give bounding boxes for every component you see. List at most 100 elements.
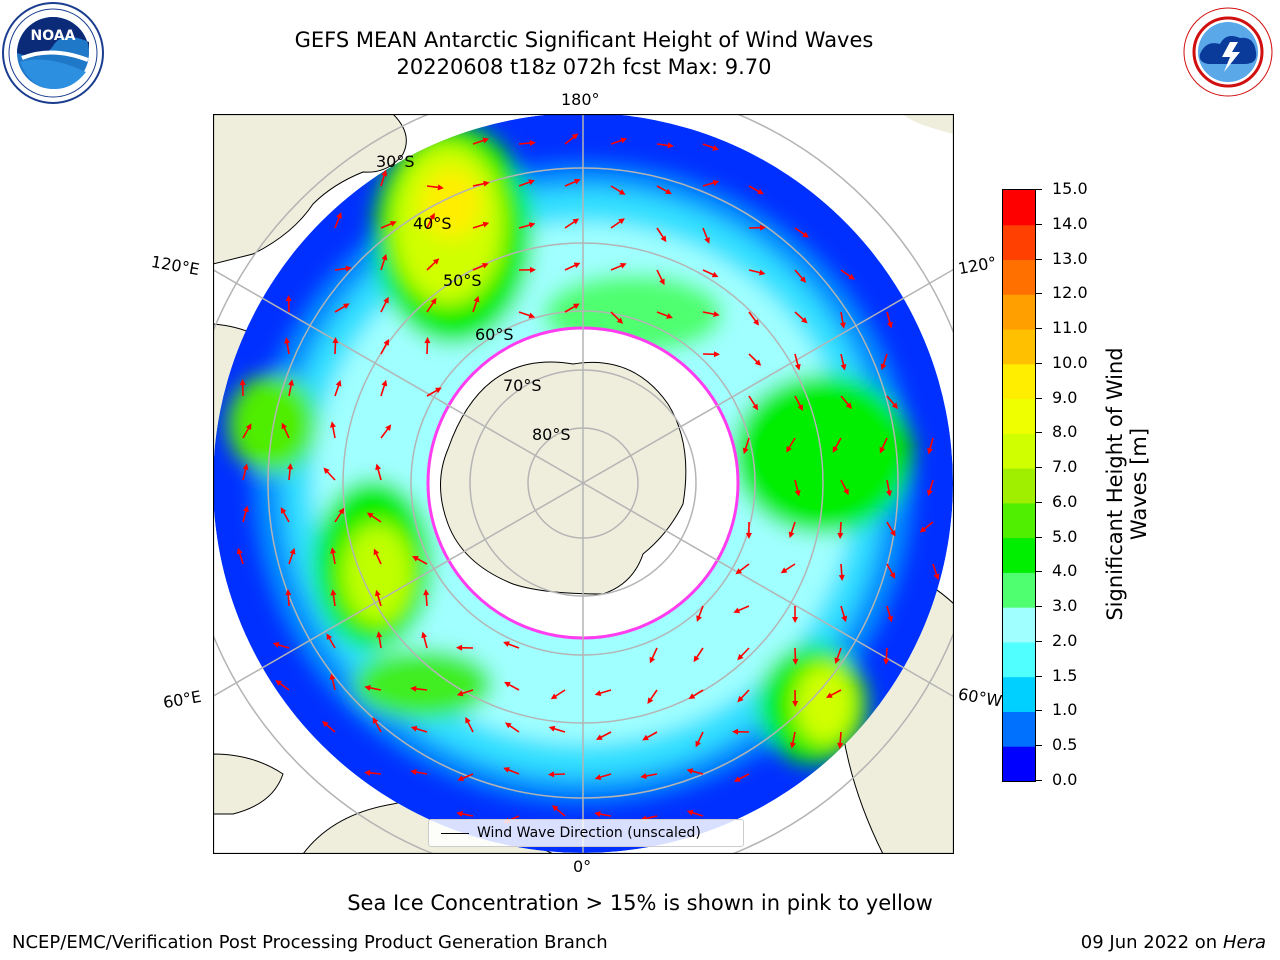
footer-date-text: 09 Jun 2022 on: [1080, 932, 1218, 953]
wind-arrow-head: [323, 467, 330, 474]
wind-arrow-head: [432, 258, 440, 265]
noaa-logo-text: NOAA: [30, 28, 76, 44]
wind-arrow-head: [550, 693, 558, 700]
wind-arrow-head: [733, 607, 741, 614]
footer-host: Hera: [1222, 932, 1266, 953]
wind-arrow-head: [619, 262, 627, 269]
footer-date: 09 Jun 2022 on Hera: [1081, 932, 1266, 953]
wind-arrow-head: [285, 589, 292, 596]
colorbar-segment: [1003, 329, 1035, 365]
wind-arrow-head: [686, 768, 694, 775]
wind-arrow-head: [794, 363, 801, 371]
wind-arrow-head: [834, 657, 841, 665]
wind-arrow-head: [280, 507, 287, 514]
wind-arrow-head: [272, 641, 280, 648]
colorbar-tick-mark: [1036, 293, 1042, 295]
wind-arrow-head: [336, 212, 342, 219]
wind-arrow-head: [889, 529, 896, 537]
wind-arrow-head: [330, 589, 337, 596]
wind-arrow-head: [594, 774, 602, 781]
wind-arrow-head: [832, 446, 839, 453]
colorbar-tick-label: 15.0: [1052, 179, 1088, 198]
wind-arrow-head: [504, 722, 512, 729]
wind-arrow-head: [429, 212, 435, 220]
wind-arrow-head: [571, 133, 579, 140]
wind-arrow-head: [889, 572, 896, 579]
wind-arrow-head: [704, 237, 710, 244]
wind-arrow-head: [752, 403, 759, 411]
wind-arrow-head: [424, 337, 431, 344]
colorbar-segment: [1003, 433, 1035, 469]
wind-arrow-head: [457, 775, 464, 781]
wind-arrow-head: [618, 218, 625, 225]
map-subtitle: 20220608 t18z 072h fcst Max: 9.70: [396, 55, 772, 79]
wind-arrow-head: [410, 685, 417, 692]
colorbar-segment: [1003, 502, 1035, 539]
wind-arrow-head: [482, 137, 490, 144]
wind-arrow-head: [759, 224, 766, 231]
colorbar-tick-mark: [1036, 675, 1042, 677]
wind-arrow-head: [642, 734, 649, 741]
colorbar-tick-label: 9.0: [1052, 387, 1078, 407]
wind-arrow-head: [848, 273, 855, 280]
colorbar-tick-label: 5.0: [1052, 526, 1078, 546]
colorbar-segment: [1003, 641, 1035, 678]
wind-arrow-head: [754, 359, 762, 366]
wind-arrow-head: [372, 717, 379, 724]
wind-arrow-head: [288, 379, 295, 386]
colorbar-segment: [1003, 259, 1035, 295]
lon-label-120e: 120°E: [149, 251, 201, 280]
lat-label-70s: 70°S: [503, 376, 542, 395]
wind-arrow-head: [338, 507, 345, 515]
lon-label-60w: 60°W: [956, 684, 1004, 711]
colorbar-tick-mark: [1036, 223, 1042, 225]
wind-arrow-head: [887, 321, 893, 329]
colorbar-segment: [1003, 711, 1035, 747]
wind-arrow-head: [742, 447, 749, 455]
colorbar-tick-mark: [1036, 328, 1042, 330]
wind-arrow-head: [696, 615, 702, 622]
nws-logo-icon: [1178, 2, 1278, 102]
wind-arrow-head: [410, 725, 418, 732]
colorbar-tick-mark: [1036, 397, 1042, 399]
wind-arrow-head: [245, 423, 252, 430]
wind-arrow-head: [732, 728, 739, 735]
wind-arrow-head: [792, 616, 799, 623]
wind-arrow-head: [789, 742, 796, 749]
wind-arrow-head: [753, 319, 760, 326]
colorbar-segment: [1003, 746, 1035, 781]
wind-arrow-head: [366, 512, 374, 519]
colorbar-segment: [1003, 398, 1035, 434]
wind-arrow-head: [665, 188, 672, 195]
wind-arrow-head: [389, 220, 397, 227]
colorbar-tick-mark: [1036, 467, 1042, 469]
wind-arrow-head: [712, 179, 720, 186]
colorbar-tick-mark: [1036, 501, 1042, 503]
lon-label-180: 180°: [561, 90, 600, 109]
wind-arrow-head: [383, 338, 389, 346]
wind-arrow-head: [236, 547, 243, 555]
colorbar-tick-label: 0.5: [1052, 735, 1078, 755]
wind-arrow-head: [375, 463, 381, 471]
wind-arrow-head: [745, 532, 752, 539]
colorbar-segment: [1003, 537, 1035, 573]
wind-arrow-head: [640, 773, 647, 779]
colorbar-tick-label: 6.0: [1052, 491, 1078, 511]
colorbar-segment: [1003, 676, 1035, 712]
wind-arrow-head: [529, 266, 536, 273]
wind-arrow-head: [503, 767, 510, 773]
ice-note: Sea Ice Concentration > 15% is shown in …: [347, 891, 933, 915]
wind-arrow-head: [713, 311, 720, 318]
colorbar-segment: [1003, 224, 1035, 261]
colorbar-tick-label: 13.0: [1052, 248, 1088, 268]
wind-arrow-head: [239, 379, 246, 386]
wind-arrow-head: [376, 631, 383, 638]
wind-arrow-head: [483, 180, 490, 187]
graticule: [213, 114, 954, 854]
colorbar-segment: [1003, 363, 1035, 400]
wind-arrow-head: [329, 673, 336, 680]
wind-arrow-head: [332, 337, 339, 344]
wind-arrow-head: [551, 805, 559, 812]
wind-arrow-head: [284, 337, 291, 344]
wind-arrow-head: [660, 235, 667, 243]
